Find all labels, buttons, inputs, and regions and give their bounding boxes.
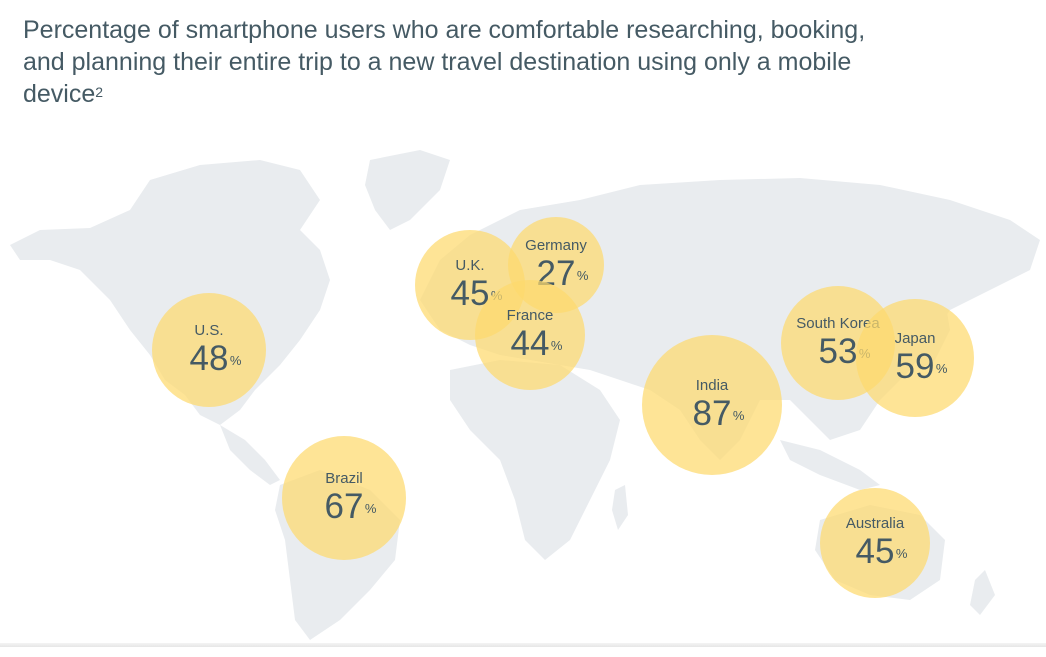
value-label: 44% [510, 324, 563, 363]
country-label: Japan [894, 330, 936, 347]
percent-symbol: % [732, 408, 745, 423]
country-label: Germany [525, 237, 587, 254]
country-label: South Korea [796, 315, 880, 332]
country-label: U.K. [455, 257, 485, 274]
value-label: 48% [189, 339, 242, 378]
percent-symbol: % [550, 338, 563, 353]
value-label: 45% [855, 532, 908, 571]
value-label: 59% [895, 347, 948, 386]
value-label: 53% [818, 332, 871, 371]
footnote-marker: 2 [95, 84, 104, 100]
value-number: 87 [692, 394, 732, 433]
new-zealand-landmass [970, 570, 995, 615]
percent-symbol: % [935, 361, 948, 376]
country-label: Brazil [325, 470, 363, 487]
bubble-u-s: U.S. 48% [152, 293, 266, 407]
value-number: 59 [895, 347, 935, 386]
southeast-asia-landmass [780, 440, 880, 490]
country-label: France [506, 307, 554, 324]
bubble-germany: Germany 27% [508, 217, 604, 313]
bubble-japan: Japan 59% [856, 299, 974, 417]
greenland-landmass [365, 150, 450, 230]
value-number: 44 [510, 324, 550, 363]
country-label: U.S. [194, 322, 224, 339]
percent-symbol: % [229, 353, 242, 368]
bubble-brazil: Brazil 67% [282, 436, 406, 560]
page-title: Percentage of smartphone users who are c… [23, 14, 883, 110]
title-text: Percentage of smartphone users who are c… [23, 16, 866, 108]
percent-symbol: % [895, 546, 908, 561]
country-label: India [695, 377, 729, 394]
value-number: 53 [818, 332, 858, 371]
bubble-australia: Australia 45% [820, 488, 930, 598]
madagascar-landmass [612, 485, 628, 530]
percent-symbol: % [364, 501, 377, 516]
bubble-france: France 44% [475, 280, 585, 390]
africa-landmass [450, 360, 620, 560]
value-label: 67% [324, 487, 377, 526]
value-label: 87% [692, 394, 745, 433]
value-number: 48 [189, 339, 229, 378]
bottom-divider [0, 643, 1046, 647]
value-number: 45 [855, 532, 895, 571]
value-number: 67 [324, 487, 364, 526]
central-america-landmass [220, 425, 280, 485]
bubble-india: India 87% [642, 335, 782, 475]
percent-symbol: % [576, 268, 589, 283]
country-label: Australia [845, 515, 905, 532]
